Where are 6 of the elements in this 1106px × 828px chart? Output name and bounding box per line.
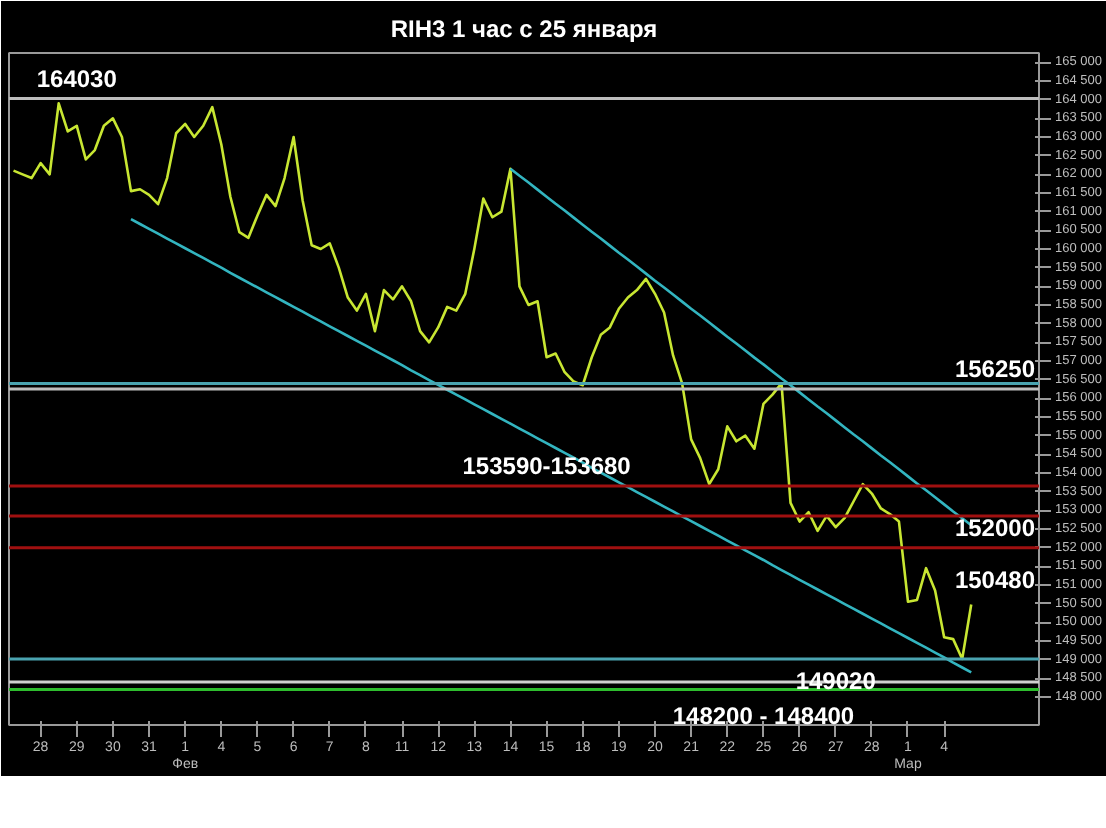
chart-title: RIH3 1 час с 25 января — [390, 15, 658, 43]
annotation: 152000 — [954, 513, 1036, 542]
annotation: 164030 — [36, 64, 118, 93]
annotation: 156250 — [954, 355, 1036, 383]
annotation: 150480 — [954, 566, 1036, 595]
annotation: 148200 - 148400 — [672, 701, 855, 730]
